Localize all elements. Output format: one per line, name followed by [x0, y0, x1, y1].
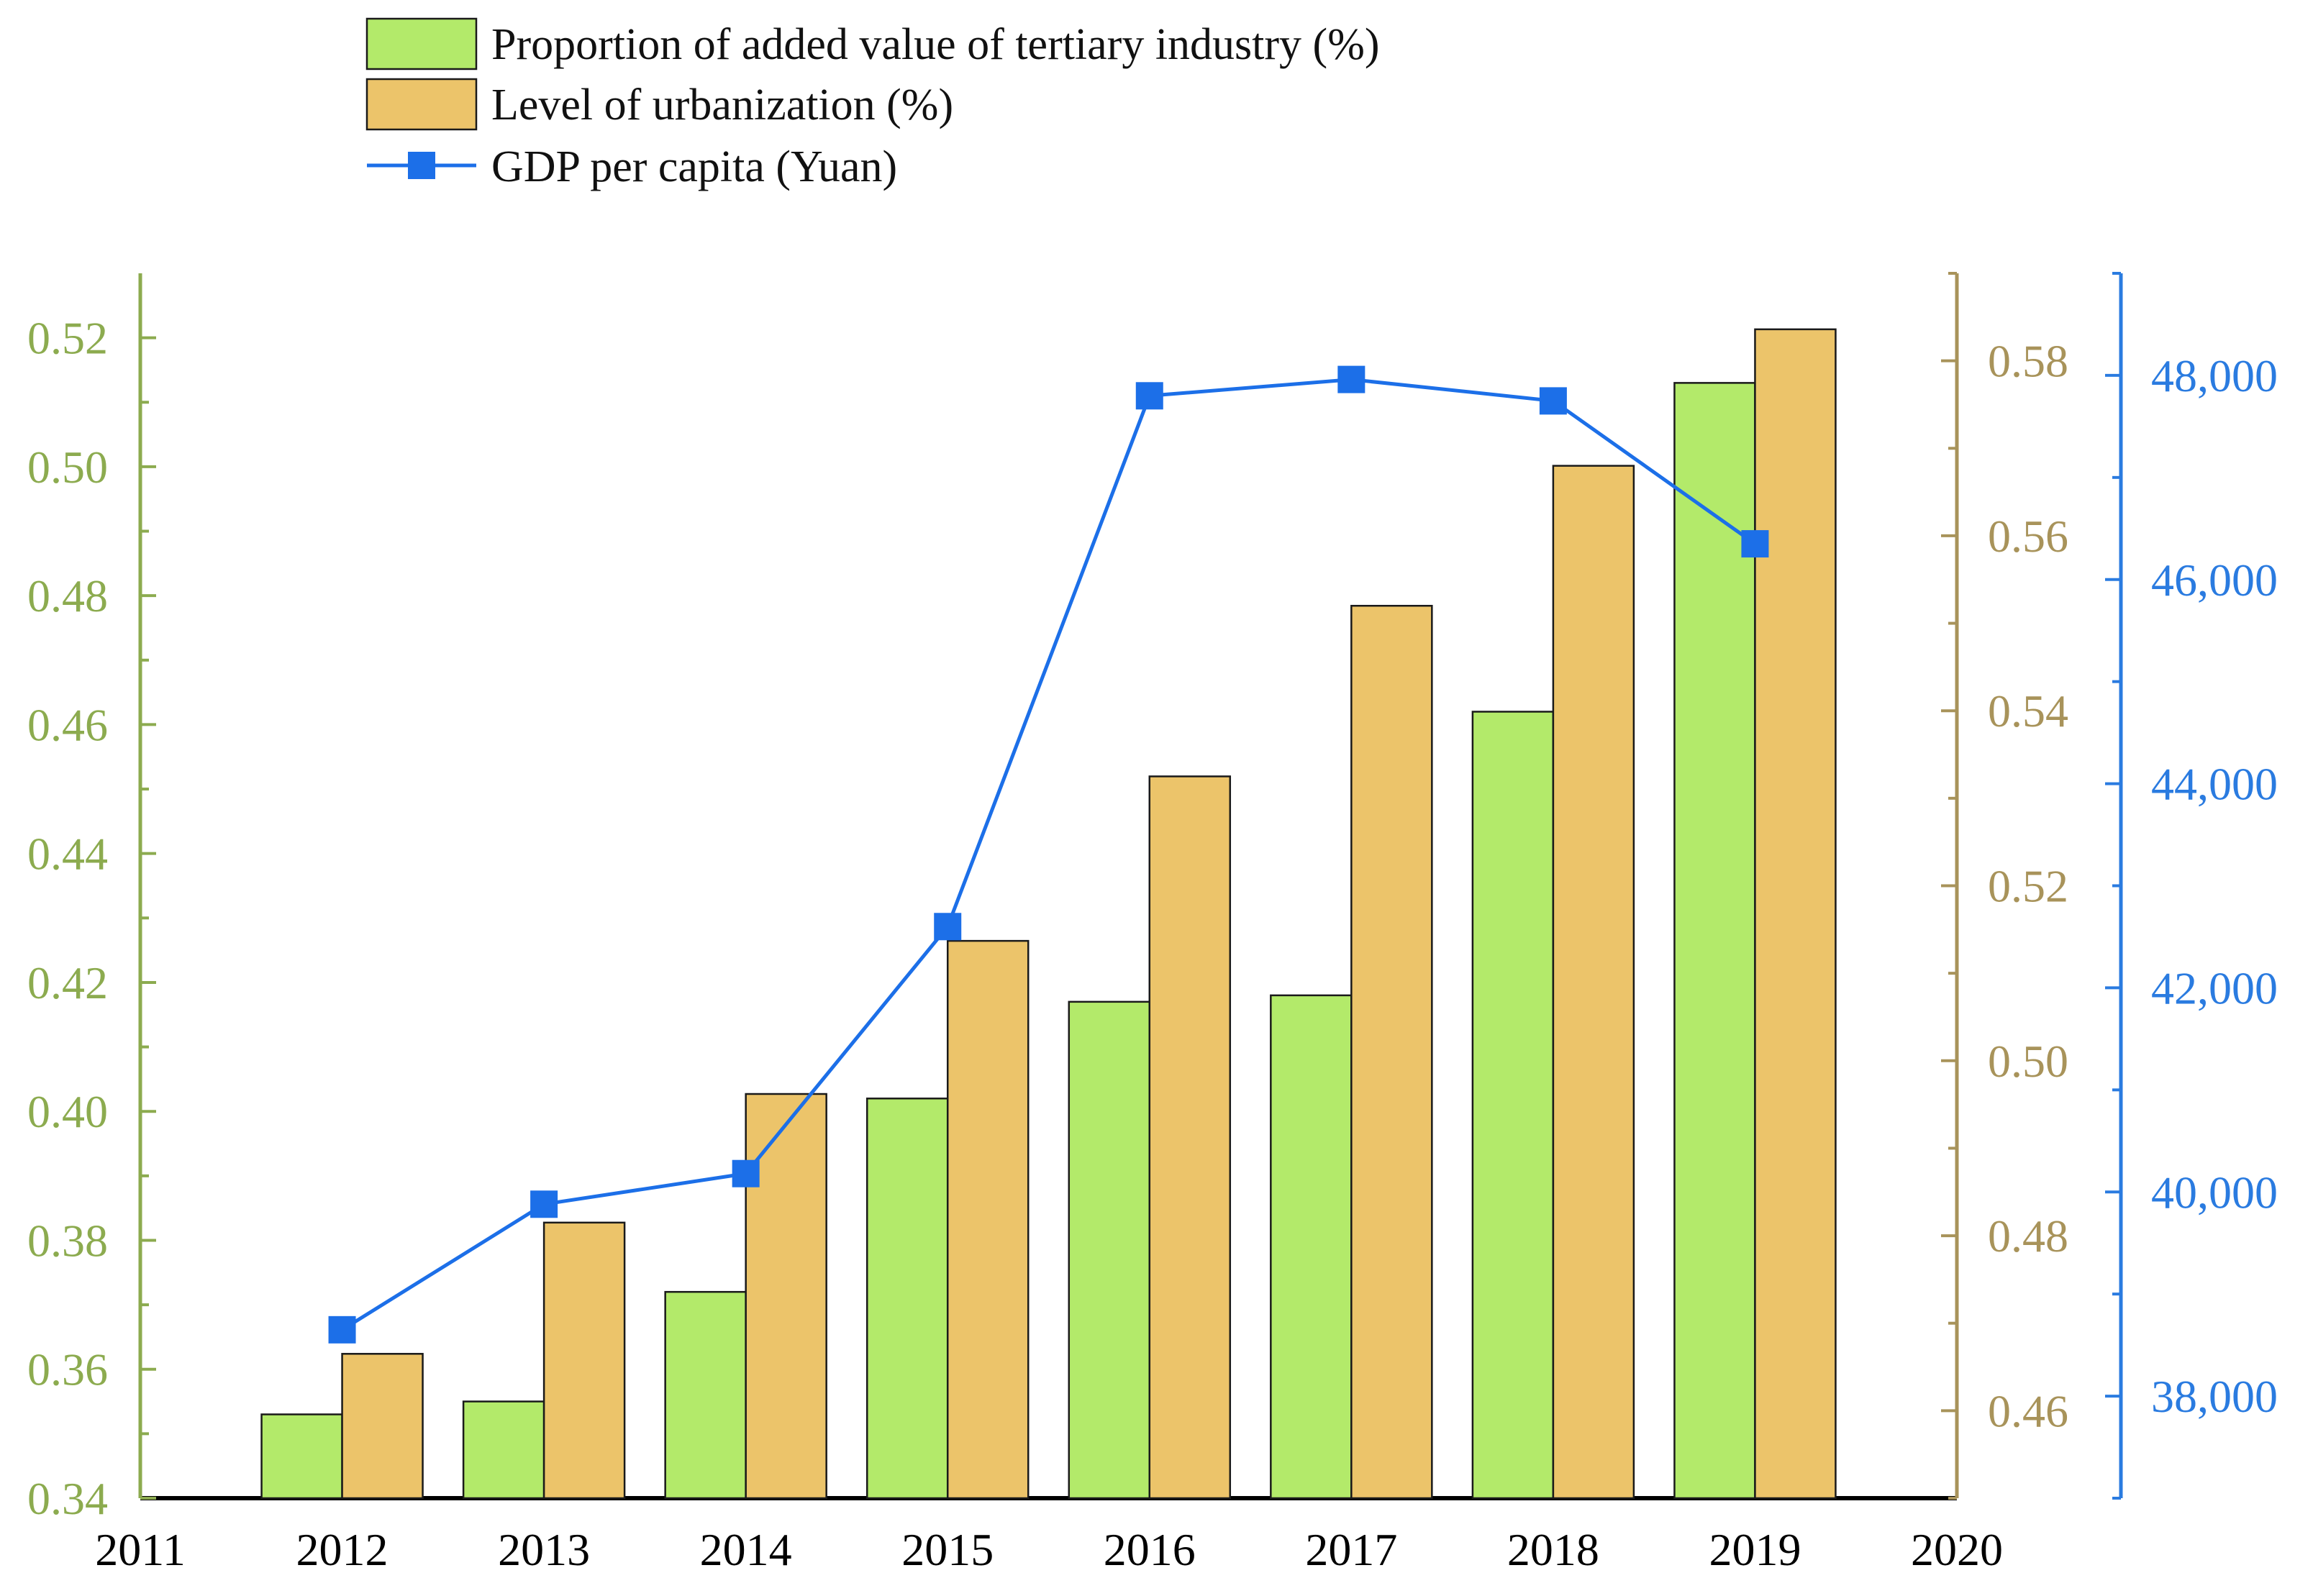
x-tick-label: 2017: [1305, 1524, 1397, 1575]
bars-layer: [260, 328, 1837, 1500]
legend-swatch-urbanization: [365, 78, 478, 131]
bar-tertiary-2012: [260, 1413, 343, 1500]
right1-tick-label: 0.56: [1988, 511, 2068, 562]
legend-swatch-tertiary: [365, 17, 478, 70]
x-tick-label: 2016: [1104, 1524, 1196, 1575]
x-tick-label: 2018: [1507, 1524, 1599, 1575]
gdp-series-line: [341, 378, 1756, 1331]
x-tick-label: 2012: [296, 1524, 388, 1575]
axes-layer: 2011 2012 2013 2014 2015 2016 2017 2018 2019 2020…: [27, 272, 2278, 1575]
gdp-line-layer: [328, 365, 1769, 1344]
legend-label-tertiary: Proportion of added value of tertiary in…: [491, 20, 1380, 69]
left-tick-label: 0.50: [27, 442, 108, 493]
right2-tick-label: 46,000: [2151, 555, 2278, 606]
left-tick-label: 0.52: [27, 313, 108, 364]
legend-marker-gdp: [408, 152, 435, 179]
right1-tick-label: 0.48: [1988, 1210, 2068, 1262]
right2-tick-label: 40,000: [2151, 1167, 2278, 1218]
left-tick-label: 0.44: [27, 829, 108, 880]
left-tick-label: 0.40: [27, 1086, 108, 1137]
gdp-point-2018: [1539, 387, 1567, 415]
bar-tertiary-2016: [1068, 1000, 1151, 1500]
right2-tick-label: 42,000: [2151, 962, 2278, 1013]
bar-urbanization-2014: [745, 1093, 827, 1500]
left-tick-label: 0.48: [27, 570, 108, 621]
legend: Proportion of added value of tertiary in…: [365, 17, 1380, 191]
x-tick-label: 2014: [700, 1524, 792, 1575]
bar-tertiary-2019: [1673, 382, 1756, 1500]
bar-urbanization-2013: [542, 1221, 626, 1500]
bar-urbanization-2012: [341, 1353, 424, 1500]
left-tick-label: 0.46: [27, 699, 108, 750]
bar-tertiary-2013: [462, 1400, 545, 1500]
right2-tick-label: 38,000: [2151, 1371, 2278, 1422]
bar-urbanization-2019: [1754, 328, 1837, 1500]
bar-tertiary-2015: [865, 1098, 949, 1500]
gdp-point-2015: [934, 913, 962, 941]
bar-tertiary-2017: [1270, 994, 1353, 1500]
gdp-point-2012: [328, 1315, 356, 1344]
left-tick-label: 0.42: [27, 957, 108, 1008]
right2-tick-label: 44,000: [2151, 759, 2278, 810]
bar-tertiary-2014: [664, 1290, 747, 1500]
right1-tick-label: 0.50: [1988, 1036, 2068, 1087]
x-tick-label: 2020: [1911, 1524, 2003, 1575]
bar-urbanization-2017: [1350, 604, 1433, 1500]
left-tick-label: 0.34: [27, 1473, 108, 1524]
bar-urbanization-2015: [946, 939, 1030, 1500]
left-tick-label: 0.36: [27, 1344, 108, 1395]
legend-label-gdp: GDP per capita (Yuan): [491, 142, 897, 191]
bar-urbanization-2016: [1148, 775, 1232, 1500]
left-tick-label: 0.38: [27, 1215, 108, 1266]
x-tick-label: 2011: [95, 1524, 186, 1575]
bar-urbanization-2018: [1552, 465, 1635, 1500]
x-tick-label: 2019: [1709, 1524, 1801, 1575]
x-tick-label: 2013: [498, 1524, 590, 1575]
legend-label-urbanization: Level of urbanization (%): [491, 81, 953, 129]
right1-tick-label: 0.46: [1988, 1385, 2068, 1436]
right1-tick-label: 0.58: [1988, 336, 2068, 387]
gdp-point-2013: [530, 1190, 558, 1218]
gdp-point-2014: [732, 1159, 760, 1187]
gdp-point-2016: [1135, 382, 1163, 410]
x-tick-label: 2015: [901, 1524, 994, 1575]
gdp-point-2017: [1337, 365, 1365, 393]
bar-tertiary-2018: [1471, 711, 1555, 1500]
right2-tick-label: 48,000: [2151, 350, 2278, 401]
gdp-point-2019: [1741, 530, 1769, 558]
right1-tick-label: 0.54: [1988, 685, 2068, 737]
right1-tick-label: 0.52: [1988, 861, 2068, 912]
